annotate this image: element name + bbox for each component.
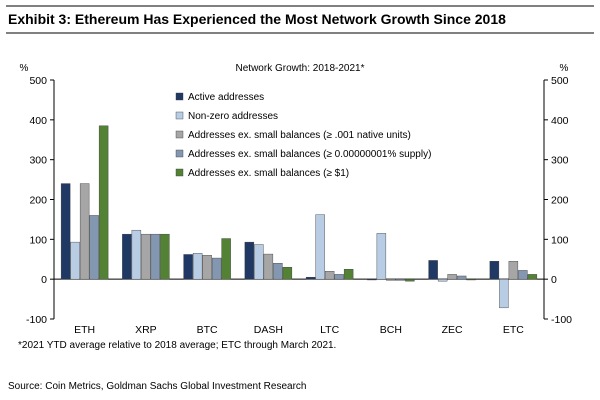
category-label-btc: BTC: [197, 324, 218, 336]
legend-label: Addresses ex. small balances (≥ $1): [188, 168, 349, 179]
legend-label: Addresses ex. small balances (≥ .001 nat…: [188, 130, 411, 141]
bar-dash-3: [263, 253, 274, 280]
legend-swatch: [175, 130, 184, 139]
right-tick-label: -100: [551, 314, 572, 326]
bar-btc-4: [211, 257, 222, 280]
bar-dash-5: [282, 267, 293, 280]
bar-xrp-3: [141, 233, 151, 280]
left-tick-label: 200: [29, 195, 47, 207]
page-title: Exhibit 3: Ethereum Has Experienced the …: [8, 11, 506, 27]
category-label-etc: ETC: [503, 324, 524, 336]
bar-ltc-5: [343, 269, 354, 280]
bar-zec-5: [466, 278, 476, 281]
left-tick-label: 400: [29, 115, 47, 127]
bar-xrp-4: [150, 233, 161, 280]
left-axis-unit: %: [20, 63, 29, 74]
footnote: *2021 YTD average relative to 2018 avera…: [18, 340, 336, 351]
bar-eth-5: [98, 125, 109, 280]
bar-eth-1: [60, 183, 71, 280]
bar-zec-3: [447, 274, 457, 280]
bar-eth-2: [70, 241, 80, 280]
bar-ltc-3: [324, 271, 335, 280]
chart-title: Network Growth: 2018-2021*: [236, 63, 365, 74]
left-tick-label: -100: [26, 314, 47, 326]
bar-etc-2: [499, 278, 509, 309]
bar-xrp-5: [160, 233, 170, 280]
bar-etc-4: [518, 270, 528, 280]
category-label-ltc: LTC: [320, 324, 339, 336]
bar-eth-3: [79, 183, 90, 280]
legend-label: Non-zero addresses: [188, 111, 278, 122]
bar-btc-1: [183, 254, 193, 280]
bar-ltc-1: [305, 276, 316, 280]
bar-etc-3: [508, 261, 519, 280]
bar-bch-4: [395, 278, 406, 281]
category-label-zec: ZEC: [442, 324, 463, 336]
legend-swatch: [175, 168, 184, 177]
legend-swatch: [175, 92, 184, 101]
bar-zec-4: [456, 275, 467, 280]
plot-area: -100 -100 0 0 100 100 200 200 300 300 400 400 500 500…: [26, 75, 572, 336]
bar-zec-2: [437, 278, 448, 282]
source-note: Source: Coin Metrics, Goldman Sachs Glob…: [8, 381, 306, 392]
legend-label: Active addresses: [188, 92, 264, 103]
right-tick-label: 300: [551, 155, 569, 167]
bar-dash-4: [273, 263, 283, 280]
bar-zec-1: [428, 260, 438, 280]
bar-bch-5: [405, 278, 415, 282]
category-label-xrp: XRP: [135, 324, 157, 336]
bar-btc-2: [192, 253, 203, 280]
right-tick-label: 0: [551, 274, 557, 286]
category-label-eth: ETH: [74, 324, 95, 336]
bar-bch-1: [367, 278, 377, 281]
bar-ltc-4: [334, 274, 344, 280]
bar-xrp-2: [131, 229, 142, 280]
right-tick-label: 100: [551, 234, 569, 246]
right-tick-label: 400: [551, 115, 569, 127]
right-tick-label: 500: [551, 75, 569, 87]
legend-label: Addresses ex. small balances (≥ 0.000000…: [188, 149, 431, 160]
bar-dash-2: [254, 244, 264, 280]
left-tick-label: 500: [29, 75, 47, 87]
category-label-bch: BCH: [380, 324, 402, 336]
bar-xrp-1: [122, 233, 132, 280]
bar-btc-5: [221, 238, 231, 280]
left-tick-label: 100: [29, 234, 47, 246]
legend-swatch: [175, 149, 184, 158]
right-tick-label: 200: [551, 195, 569, 207]
bar-bch-3: [386, 278, 396, 281]
category-label-dash: DASH: [254, 324, 283, 336]
bar-dash-1: [244, 241, 255, 280]
left-tick-label: 0: [41, 274, 47, 286]
right-axis-unit: %: [560, 63, 569, 74]
left-tick-label: 300: [29, 155, 47, 167]
legend-swatch: [175, 111, 184, 120]
bar-ltc-2: [315, 214, 325, 280]
bar-etc-1: [489, 261, 500, 280]
bar-btc-3: [202, 255, 212, 280]
bar-eth-4: [89, 215, 99, 280]
bar-etc-5: [527, 274, 538, 280]
bar-bch-2: [376, 233, 387, 280]
